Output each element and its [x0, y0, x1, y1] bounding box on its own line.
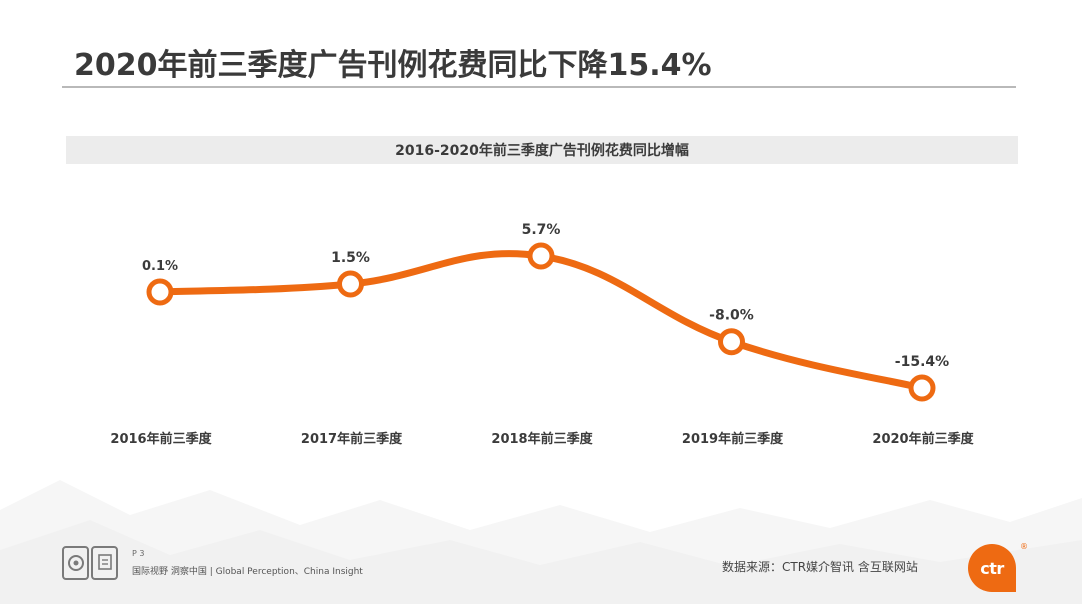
data-source: 数据来源：CTR媒介智讯 含互联网站	[722, 560, 918, 574]
x-tick-label-5: 2020年前三季度	[872, 431, 974, 447]
x-tick-label-2: 2017年前三季度	[301, 431, 403, 447]
data-label-5: -15.4%	[895, 354, 949, 370]
chart-title-banner: 2016-2020年前三季度广告刊例花费同比增幅	[66, 136, 1018, 164]
data-label-3: 5.7%	[522, 222, 561, 238]
data-label-2: 1.5%	[331, 250, 370, 266]
data-label-1: 0.1%	[142, 259, 178, 274]
data-point-3	[527, 242, 555, 270]
data-point-1	[146, 278, 174, 306]
footer-brand: P 3 国际视野 洞察中国 | Global Perception、China …	[62, 546, 363, 580]
data-point-2	[337, 270, 364, 298]
page-number: P 3	[132, 549, 145, 558]
registered-mark: ®	[1020, 542, 1028, 551]
ctr-logo-text: ctr	[980, 558, 1004, 578]
chart-title: 2016-2020年前三季度广告刊例花费同比增幅	[395, 143, 689, 159]
series-line	[156, 250, 926, 392]
footer-tagline: 国际视野 洞察中国 | Global Perception、China Insi…	[132, 567, 363, 577]
x-tick-label-1: 2016年前三季度	[110, 431, 212, 447]
title-divider	[62, 86, 1016, 88]
quality-mark-icon	[62, 546, 89, 580]
data-label-4: -8.0%	[709, 308, 754, 324]
award-logo	[62, 546, 118, 580]
certificate-icon	[91, 546, 118, 580]
data-point-5	[908, 374, 936, 402]
x-tick-label-3: 2018年前三季度	[491, 431, 593, 447]
data-point-4	[718, 328, 745, 356]
x-tick-label-4: 2019年前三季度	[682, 431, 784, 447]
ctr-logo: ctr	[968, 544, 1016, 592]
slide-title: 2020年前三季度广告刊例花费同比下降15.4%	[74, 48, 712, 83]
background-mountain-decoration	[0, 480, 1082, 604]
